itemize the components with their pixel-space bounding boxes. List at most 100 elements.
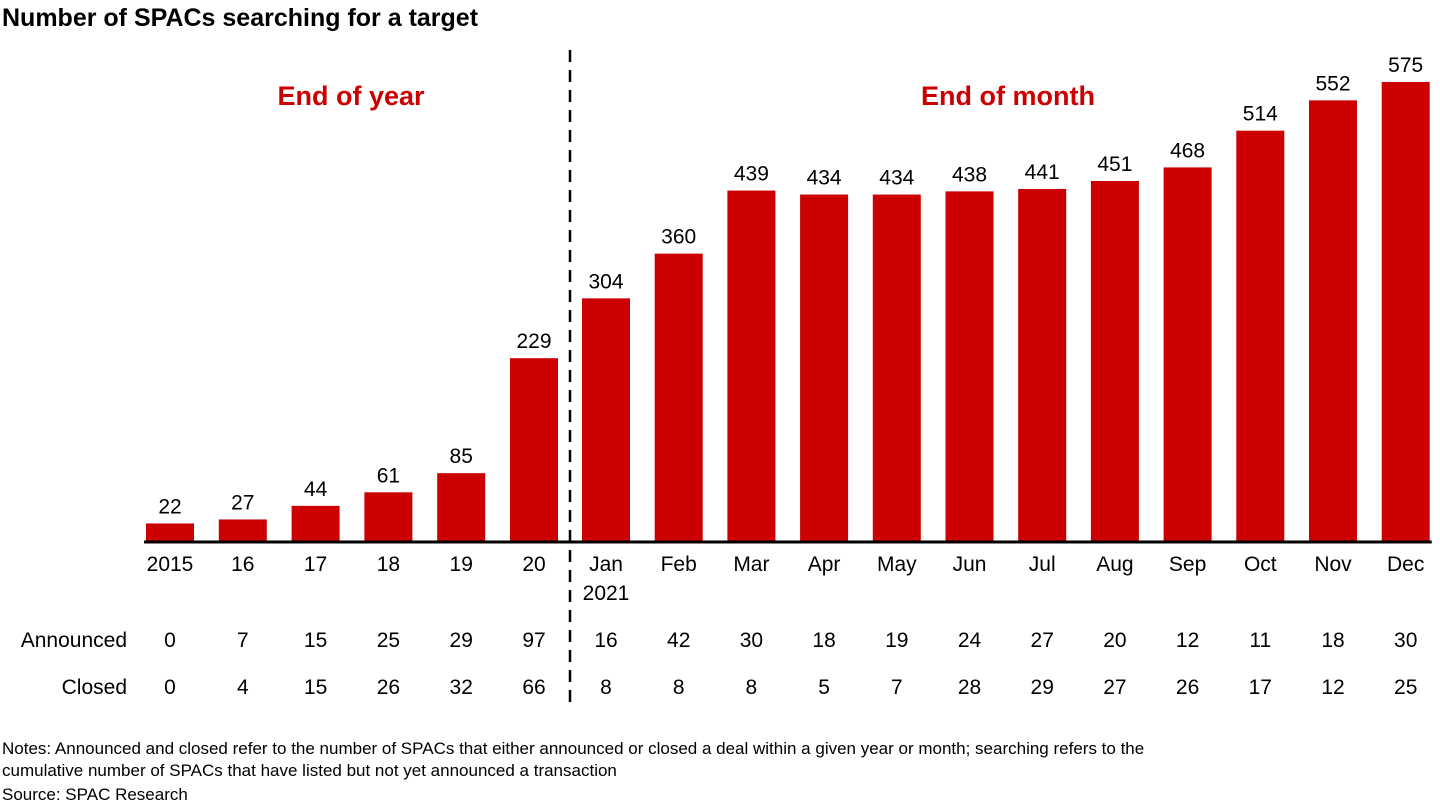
data-label: 575: [1388, 54, 1423, 77]
data-label: 85: [450, 445, 473, 468]
data-label: 468: [1170, 139, 1205, 162]
data-label: 27: [231, 491, 254, 514]
data-label: 439: [734, 163, 769, 186]
bar: [727, 190, 776, 541]
table-cell: 5: [818, 676, 830, 699]
table-cell: 25: [1394, 676, 1417, 699]
x-tick-label: 18: [377, 553, 400, 576]
data-label: 438: [952, 163, 987, 186]
section-label: End of year: [277, 81, 425, 111]
table-cell: 12: [1321, 676, 1344, 699]
bar: [1163, 167, 1212, 541]
bar: [945, 191, 994, 541]
table-cell: 16: [594, 629, 617, 652]
bar: [1236, 130, 1285, 541]
table-cell: 29: [1031, 676, 1054, 699]
bar: [1090, 180, 1139, 541]
table-cell: 8: [600, 676, 612, 699]
table-row-label: Announced: [21, 629, 127, 652]
x-tick-label: May: [877, 553, 917, 576]
bar: [291, 505, 340, 541]
table-cell: 32: [450, 676, 473, 699]
table-cell: 30: [740, 629, 763, 652]
table-cell: 11: [1249, 629, 1271, 652]
data-label: 229: [516, 330, 551, 353]
table-cell: 28: [958, 676, 981, 699]
x-tick-label: 20: [522, 553, 545, 576]
table-cell: 18: [1321, 629, 1344, 652]
bar: [582, 298, 630, 541]
table-cell: 17: [1249, 676, 1272, 699]
bar: [1381, 82, 1430, 541]
x-tick-label: Jan: [589, 553, 623, 576]
data-label: 304: [588, 270, 623, 293]
x-tick-label: 17: [304, 553, 327, 576]
x-tick-label: 2015: [147, 553, 194, 576]
x-tick-labels: 2015 16 17 18 19 20 Jan 2021 Feb Mar Apr May Jun Jul A…: [147, 553, 1425, 605]
table-cell: 7: [891, 676, 903, 699]
data-label: 514: [1243, 103, 1278, 126]
table-cell: 27: [1031, 629, 1054, 652]
x-tick-label: Jun: [953, 553, 987, 576]
bar: [364, 492, 413, 541]
table-cell: 26: [377, 676, 400, 699]
table-cell: 26: [1176, 676, 1199, 699]
data-label: 552: [1315, 72, 1350, 95]
data-label: 22: [158, 495, 181, 518]
table-cell: 25: [377, 629, 400, 652]
x-tick-label: Aug: [1096, 553, 1133, 576]
table-cell: 30: [1394, 629, 1417, 652]
table-cell: 29: [450, 629, 473, 652]
table-cell: 15: [304, 676, 327, 699]
table-cell: 12: [1176, 629, 1199, 652]
x-tick-label: Mar: [733, 553, 769, 576]
data-label: 441: [1025, 161, 1060, 184]
table-cell: 27: [1103, 676, 1126, 699]
bar: [510, 358, 558, 541]
bar: [654, 253, 703, 541]
data-label: 434: [879, 167, 914, 190]
table-cell: 24: [958, 629, 982, 652]
x-tick-label: Oct: [1244, 553, 1277, 576]
bar: [872, 194, 921, 541]
deal-table: Announced 0 7 15 25 29 97 16 42 30 18 19 24 27 20 12 11 1…: [21, 629, 1418, 699]
bar: [1018, 188, 1067, 541]
x-tick-label: Sep: [1169, 553, 1206, 576]
data-label: 44: [304, 478, 328, 501]
table-cell: 7: [237, 629, 249, 652]
table-cell: 8: [746, 676, 758, 699]
bar: [146, 523, 194, 541]
bar: [800, 194, 849, 541]
table-cell: 0: [164, 629, 176, 652]
x-tick-label: 2021: [583, 582, 630, 605]
data-label: 434: [807, 167, 842, 190]
table-cell: 97: [522, 629, 545, 652]
source-note: Source: SPAC Research: [2, 785, 188, 804]
table-cell: 66: [522, 676, 545, 699]
bar-chart: End of year End of month 22 27446185229304…: [21, 50, 1432, 705]
chart-title: Number of SPACs searching for a target: [2, 4, 479, 32]
notes-line-2: cumulative number of SPACs that have lis…: [2, 761, 617, 780]
bar: [437, 473, 486, 541]
data-labels: 22 27 44 61 85 229 304 360 439 434 434 438 441 451 468…: [158, 54, 1423, 518]
table-row-label: Closed: [62, 676, 127, 699]
x-tick-label: Nov: [1314, 553, 1352, 576]
table-cell: 19: [885, 629, 908, 652]
notes-line-1: Notes: Announced and closed refer to the…: [2, 739, 1145, 758]
x-tick-label: Jul: [1029, 553, 1056, 576]
data-label: 61: [377, 464, 400, 487]
bars: [146, 82, 1430, 542]
table-cell: 8: [673, 676, 685, 699]
bar: [1309, 100, 1357, 542]
table-cell: 15: [304, 629, 327, 652]
x-tick-label: Feb: [661, 553, 697, 576]
data-label: 360: [661, 226, 696, 249]
bar: [218, 519, 267, 541]
table-cell: 42: [667, 629, 690, 652]
table-cell: 0: [164, 676, 176, 699]
table-cell: 4: [237, 676, 249, 699]
section-label: End of month: [921, 81, 1095, 111]
table-cell: 20: [1103, 629, 1126, 652]
x-tick-label: Apr: [808, 553, 841, 576]
x-tick-label: 16: [231, 553, 254, 576]
